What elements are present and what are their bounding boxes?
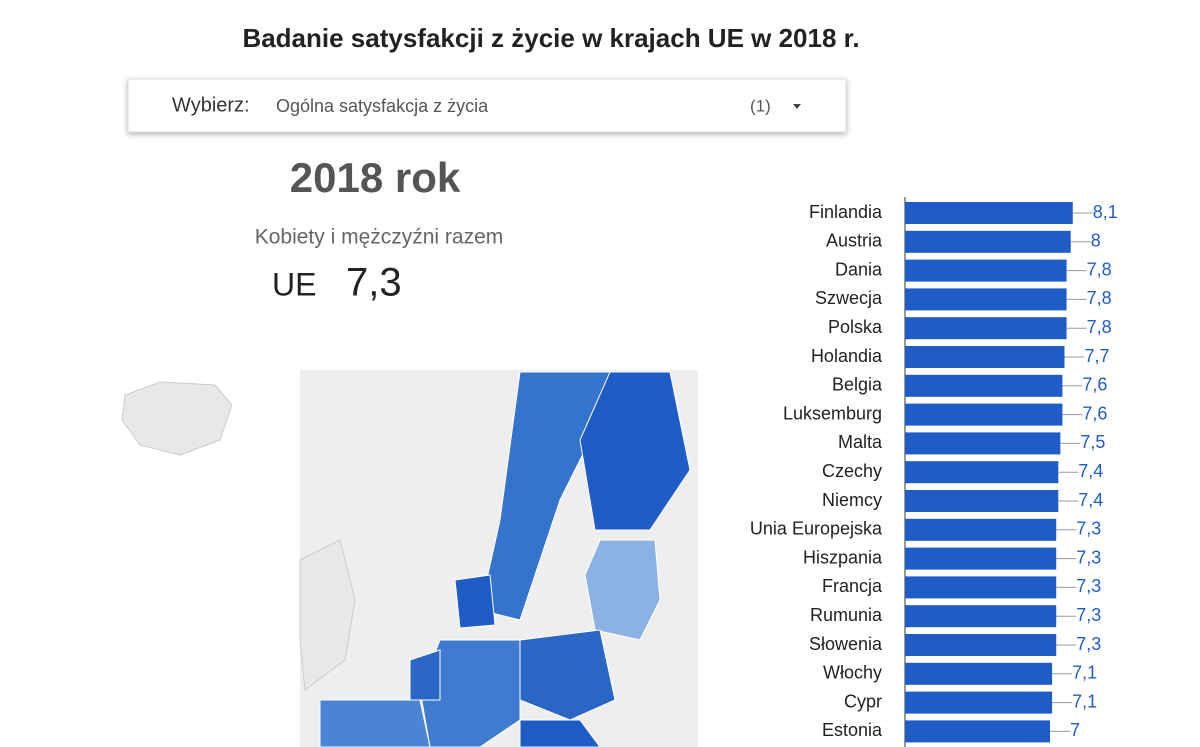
value-label: 7 [1070,720,1080,740]
category-label: Unia Europejska [750,519,883,539]
selector-count: (1) [750,96,771,115]
selector[interactable]: Wybierz: Ogólna satysfakcja z życia (1) [127,78,847,133]
category-label: Holandia [811,346,883,366]
selector-label: Wybierz: [172,94,250,116]
category-label: Słowenia [809,634,883,654]
value-label: 7,4 [1078,490,1103,510]
category-label: Finlandia [809,202,883,222]
bar [905,490,1059,512]
category-label: Szwecja [815,288,883,308]
value-label: 8 [1091,231,1101,251]
value-label: 7,6 [1082,375,1107,395]
bar [905,461,1059,484]
map-denmark [454,574,496,629]
map-austria [519,719,601,747]
category-label: Malta [838,432,883,452]
map-france [319,699,431,747]
bar [905,259,1067,282]
dropdown-arrow[interactable] [793,104,801,109]
bar [905,346,1065,368]
category-label: Dania [835,259,883,279]
category-label: Belgia [832,375,883,395]
value-label: 7,7 [1085,346,1110,366]
value-label: 7,3 [1076,634,1101,654]
bar [905,432,1061,455]
page-title: Badanie satysfakcji z życie w krajach UE… [242,23,859,53]
value-label: 7,5 [1080,432,1105,452]
value-label: 7,8 [1087,259,1112,279]
value-label: 7,8 [1087,317,1112,337]
bar [905,317,1067,340]
bar [905,230,1071,253]
bar [905,634,1057,656]
value-label: 7,4 [1078,461,1103,481]
bar [905,605,1057,628]
bar [905,662,1053,685]
summary-year: 2018 rok [290,154,461,201]
category-label: Polska [828,317,883,337]
bar [905,288,1067,311]
value-label: 7,8 [1087,288,1112,308]
value-label: 8,1 [1093,202,1118,222]
summary-subtitle: Kobiety i mężczyźni razem [255,226,504,249]
map-netherlands [409,649,441,701]
category-label: Francja [822,576,883,596]
category-label: Czechy [822,461,882,481]
value-label: 7,3 [1076,519,1101,539]
bar [905,576,1057,599]
bar [905,403,1063,426]
map-finland [579,371,691,531]
bar [905,518,1057,541]
value-label: 7,3 [1076,576,1101,596]
category-label: Austria [826,231,883,251]
map-iceland [121,381,233,456]
bar [905,720,1050,743]
category-label: Cypr [844,691,882,711]
bar [905,547,1057,570]
summary-value: 7,3 [346,261,402,305]
bar [905,374,1063,397]
bar [905,202,1073,224]
category-label: Rumunia [810,605,883,625]
selector-value: Ogólna satysfakcja z życia [276,96,489,116]
category-label: Niemcy [822,490,882,510]
category-label: Estonia [822,720,883,740]
value-label: 7,6 [1082,403,1107,423]
selector-box[interactable] [127,78,847,133]
value-label: 7,1 [1072,663,1097,683]
category-label: Włochy [823,663,882,683]
summary-region: UE [272,266,316,302]
value-label: 7,3 [1076,605,1101,625]
category-label: Luksemburg [783,403,882,423]
bar [905,691,1053,714]
map [121,370,698,747]
category-label: Hiszpania [803,547,883,567]
value-label: 7,1 [1072,691,1097,711]
map-baltics [584,539,661,641]
value-label: 7,3 [1076,547,1101,567]
map-uk [299,539,356,691]
